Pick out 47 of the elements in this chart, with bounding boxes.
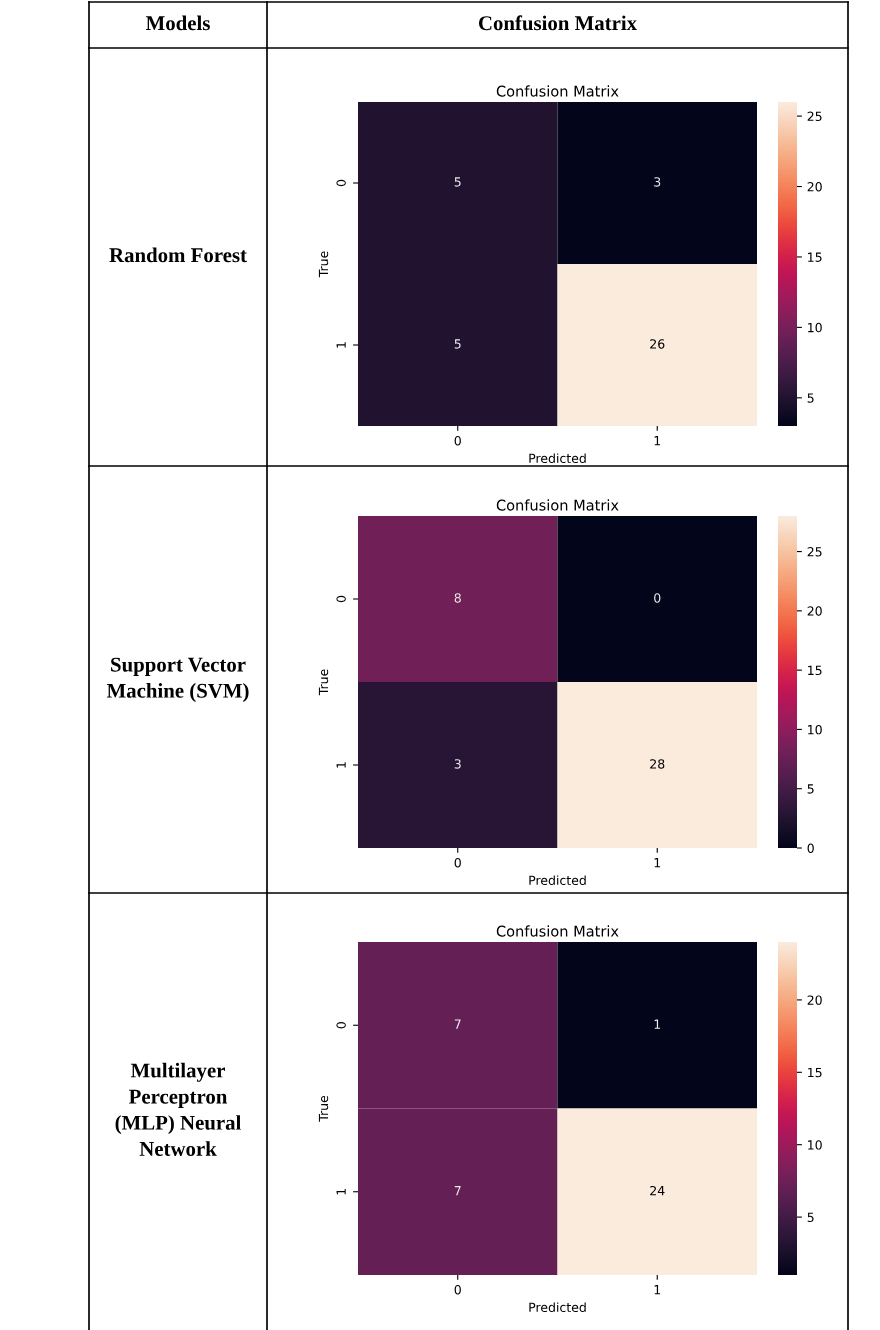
color-bar-label: 20	[807, 606, 822, 616]
data-label: 1	[654, 1019, 661, 1029]
data-label: 5	[454, 177, 461, 187]
x-axis-title: Predicted	[529, 1302, 586, 1313]
data-label: 0	[654, 593, 661, 603]
color-bar-label: 15	[808, 1067, 822, 1078]
data-label: 8	[454, 593, 461, 603]
data-label: 24	[650, 1185, 665, 1196]
x-axis-title: Predicted	[529, 453, 586, 464]
y-tick-label: 1	[336, 1188, 346, 1195]
y-tick-label: 1	[336, 342, 346, 348]
text: Support Vector Machine (SVM)	[106, 657, 249, 703]
color-bar-label: 0	[807, 843, 814, 853]
chart-title: Confusion Matrix	[496, 85, 619, 97]
chart-title: Confusion Matrix	[496, 925, 619, 937]
data-label: 26	[650, 339, 665, 349]
color-bar-label: 20	[807, 181, 822, 192]
chart-title: Confusion Matrix	[496, 499, 619, 511]
data-label: 7	[454, 1019, 461, 1029]
color-bar-label: 5	[807, 784, 814, 794]
y-axis-title: True	[318, 669, 329, 696]
text: Multilayer Perceptron (MLP) Neural Network	[115, 1062, 241, 1156]
y-tick-label: 0	[336, 1022, 346, 1029]
data-label: 5	[454, 339, 461, 349]
color-bar-label: 10	[808, 322, 822, 333]
color-bar-label: 15	[808, 252, 822, 262]
x-axis-title: Predicted	[529, 875, 586, 886]
data-label: 28	[650, 759, 665, 769]
color-bar-label: 5	[807, 393, 814, 403]
text: Models	[145, 15, 210, 31]
y-axis-title: True	[318, 251, 329, 278]
color-bar-label: 10	[808, 724, 822, 735]
y-tick-label: 0	[336, 595, 346, 603]
y-axis-title: True	[318, 1095, 329, 1122]
y-tick-label: 1	[336, 762, 346, 768]
color-bar-label: 20	[807, 995, 822, 1005]
data-label: 3	[454, 759, 461, 769]
color-bar-label: 5	[807, 1212, 814, 1223]
data-label: 7	[454, 1186, 461, 1196]
y-tick-label: 0	[336, 179, 346, 187]
color-bar-label: 15	[808, 665, 822, 676]
text: Random Forest	[109, 247, 247, 263]
color-bar-label: 25	[807, 111, 822, 122]
text: Confusion Matrix	[478, 15, 637, 31]
data-label: 3	[654, 177, 661, 187]
color-bar-label: 10	[808, 1140, 822, 1150]
color-bar-label: 25	[807, 547, 822, 557]
